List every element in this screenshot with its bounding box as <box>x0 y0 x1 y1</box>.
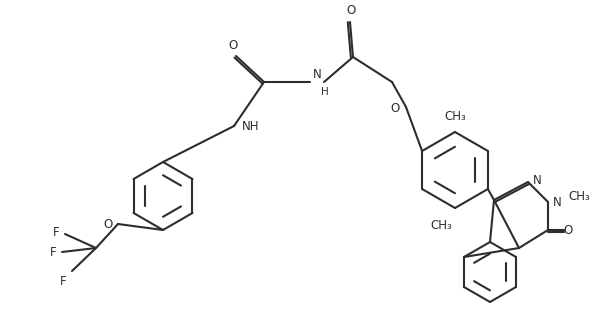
Text: CH₃: CH₃ <box>431 219 452 232</box>
Text: N: N <box>553 196 562 208</box>
Text: H: H <box>321 87 329 97</box>
Text: F: F <box>54 225 60 239</box>
Text: CH₃: CH₃ <box>444 110 466 123</box>
Text: O: O <box>229 39 238 52</box>
Text: O: O <box>104 217 113 230</box>
Text: F: F <box>51 245 57 258</box>
Text: F: F <box>60 275 67 288</box>
Text: N: N <box>313 68 322 81</box>
Text: NH: NH <box>242 120 259 133</box>
Text: N: N <box>533 174 541 188</box>
Text: O: O <box>563 225 572 238</box>
Text: O: O <box>346 4 356 17</box>
Text: CH₃: CH₃ <box>568 189 590 202</box>
Text: O: O <box>391 103 400 115</box>
